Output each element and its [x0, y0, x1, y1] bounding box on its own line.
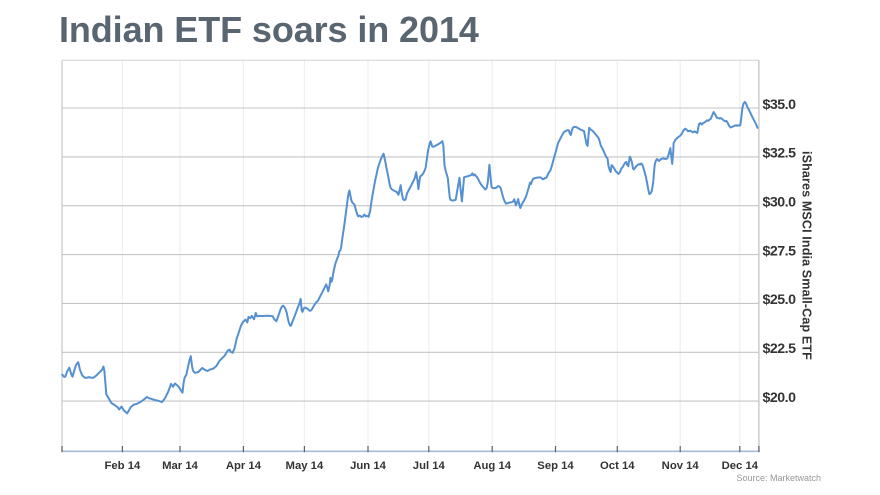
svg-text:$30.0: $30.0 [763, 195, 797, 211]
svg-text:iShares MSCI India Small-Cap E: iShares MSCI India Small-Cap ETF [800, 151, 814, 360]
svg-text:Dec 14: Dec 14 [722, 460, 759, 472]
svg-text:$32.5: $32.5 [763, 146, 797, 162]
svg-text:Jun 14: Jun 14 [350, 460, 387, 472]
svg-text:$20.0: $20.0 [763, 390, 797, 406]
svg-text:$35.0: $35.0 [763, 97, 797, 113]
svg-text:$25.0: $25.0 [763, 292, 797, 308]
svg-text:Feb 14: Feb 14 [105, 460, 142, 472]
svg-text:Oct 14: Oct 14 [600, 460, 635, 472]
svg-text:Jul 14: Jul 14 [413, 460, 446, 472]
svg-text:Nov 14: Nov 14 [662, 460, 700, 472]
svg-text:$22.5: $22.5 [763, 341, 797, 357]
svg-text:Apr 14: Apr 14 [226, 460, 262, 472]
svg-text:Mar 14: Mar 14 [162, 460, 199, 472]
svg-text:Source: Marketwatch: Source: Marketwatch [736, 473, 821, 483]
svg-text:May 14: May 14 [286, 460, 324, 472]
svg-text:Sep 14: Sep 14 [537, 460, 574, 472]
svg-text:$27.5: $27.5 [763, 243, 797, 259]
svg-text:Aug 14: Aug 14 [473, 460, 511, 472]
